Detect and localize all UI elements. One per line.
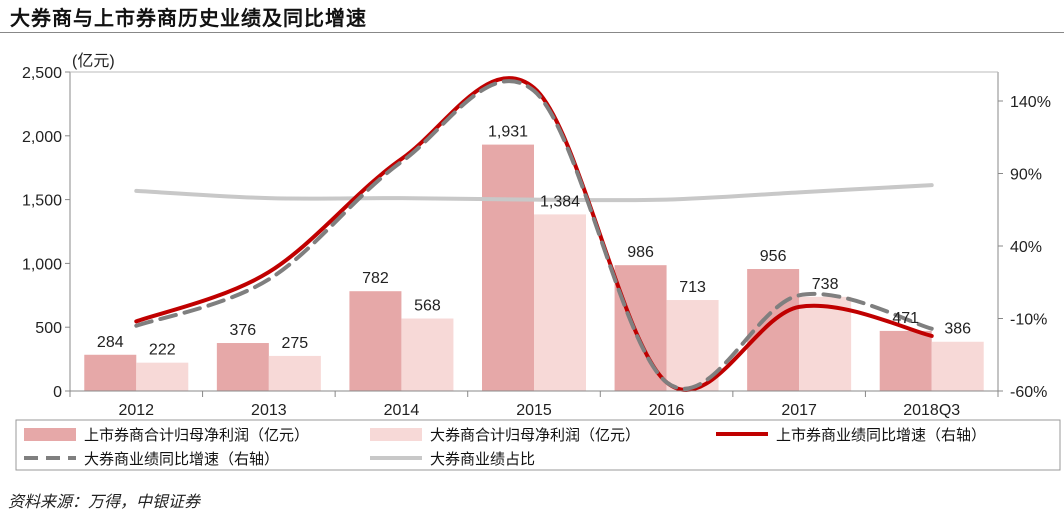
x-tick-label: 2012 <box>118 402 154 419</box>
legend-label: 上市券商业绩同比增速（右轴） <box>776 426 986 444</box>
bar-large <box>268 355 321 391</box>
bar-large <box>401 318 454 391</box>
x-tick-label: 2016 <box>649 402 685 419</box>
y-tick-label: 1,500 <box>22 193 62 210</box>
lines-layer <box>134 76 934 392</box>
x-tick-label: 2014 <box>384 402 420 419</box>
bar-value-label: 275 <box>282 335 309 352</box>
bar-listed <box>747 269 800 391</box>
y2-tick-label: 40% <box>1010 239 1042 256</box>
bar-value-label: 986 <box>627 244 654 261</box>
x-tick-label: 2015 <box>516 402 552 419</box>
bar-large <box>799 296 852 391</box>
x-tick-label: 2013 <box>251 402 287 419</box>
chart-title: 大券商与上市券商历史业绩及同比增速 <box>10 6 367 30</box>
line-large-growth <box>134 79 934 391</box>
bar-large <box>534 214 586 391</box>
y-axis-unit-label: (亿元) <box>72 52 115 70</box>
bar-listed <box>216 343 269 391</box>
bar-value-label: 568 <box>414 298 441 315</box>
bar-value-label: 222 <box>149 342 176 359</box>
bar-value-label: 1,384 <box>540 193 580 210</box>
bar-large <box>136 362 189 391</box>
bar-value-label: 782 <box>362 270 389 287</box>
bar-value-label: 386 <box>944 321 971 338</box>
y-tick-label: 2,500 <box>22 65 62 82</box>
legend-label: 大券商合计归母净利润（亿元） <box>430 426 640 444</box>
bars-layer <box>84 144 984 391</box>
legend-box <box>15 419 1061 471</box>
bar-value-label: 956 <box>760 248 787 265</box>
x-tick-label: 2018Q3 <box>903 402 960 419</box>
labels-layer: 284 376 782 1,931 986 956 471 222 275 568 1,384 713… <box>97 124 971 359</box>
bar-large <box>931 341 984 391</box>
y-tick-label: 2,000 <box>22 129 62 146</box>
legend-label: 上市券商合计归母净利润（亿元） <box>84 426 309 444</box>
bar-listed <box>482 144 534 391</box>
legend: 上市券商合计归母净利润（亿元） 大券商合计归母净利润（亿元） 上市券商业绩同比增速（… <box>15 419 1061 471</box>
bar-value-label: 738 <box>812 276 839 293</box>
axes-layer: 0 500 1,000 1,500 2,000 2,500 -60% -10% 40% 90% 14… <box>22 65 1051 419</box>
legend-swatch <box>370 428 422 441</box>
y2-tick-label: -60% <box>1010 384 1047 401</box>
y-tick-label: 1,000 <box>22 256 62 273</box>
y-tick-label: 500 <box>35 320 62 337</box>
bar-listed <box>879 330 932 391</box>
legend-label: 大券商业绩同比增速（右轴） <box>84 450 279 468</box>
y2-tick-label: 90% <box>1010 167 1042 184</box>
y2-tick-label: 140% <box>1010 94 1051 111</box>
line-large-share <box>134 183 934 203</box>
y-tick-label: 0 <box>53 384 62 401</box>
y2-tick-label: -10% <box>1010 312 1047 329</box>
x-tick-label: 2017 <box>781 402 817 419</box>
bar-value-label: 713 <box>679 279 706 296</box>
bar-listed <box>84 354 137 391</box>
bar-value-label: 471 <box>892 310 919 327</box>
bar-value-label: 1,931 <box>488 124 528 141</box>
title-divider <box>0 32 1064 33</box>
bar-listed <box>349 291 402 391</box>
bar-value-label: 376 <box>230 322 257 339</box>
legend-swatch <box>24 428 76 441</box>
source-note: 资料来源：万得，中银证券 <box>8 492 201 511</box>
legend-label: 大券商业绩占比 <box>430 450 535 468</box>
bar-value-label: 284 <box>97 334 124 351</box>
line-listed-growth <box>134 76 934 392</box>
